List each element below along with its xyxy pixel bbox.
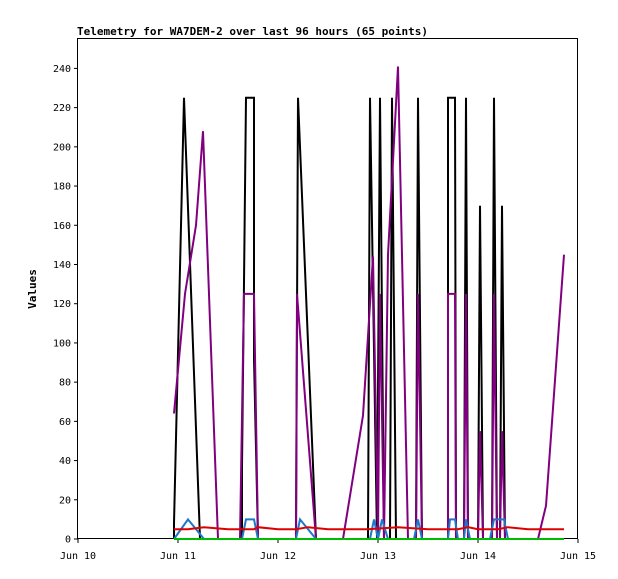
y-tick-label: 40 — [59, 456, 71, 467]
y-tick-label: 200 — [53, 142, 71, 153]
x-tick-label: Jun 12 — [260, 551, 296, 562]
x-tick-label: Jun 13 — [360, 551, 396, 562]
x-tick-label: Jun 15 — [560, 551, 596, 562]
y-tick-label: 180 — [53, 182, 71, 193]
series-line-4 — [174, 526, 564, 531]
y-tick-label: 100 — [53, 338, 71, 349]
series-layer — [173, 66, 565, 540]
x-axis-ticks: Jun 10 Jun 11 Jun 12 Jun 13 Jun 14 Jun 15 — [60, 539, 596, 562]
y-tick-label: 0 — [65, 535, 71, 546]
y-tick-label: 160 — [53, 221, 71, 232]
x-tick-label: Jun 10 — [60, 551, 96, 562]
y-tick-label: 140 — [53, 260, 71, 271]
y-tick-label: 80 — [59, 378, 71, 389]
y-tick-label: 20 — [59, 495, 71, 506]
y-tick-label: 240 — [53, 64, 71, 75]
y-axis-label: Values — [26, 269, 39, 309]
x-tick-label: Jun 14 — [460, 551, 496, 562]
y-tick-label: 220 — [53, 103, 71, 114]
chart-title: Telemetry for WA7DEM-2 over last 96 hour… — [77, 25, 428, 38]
y-tick-label: 60 — [59, 417, 71, 428]
x-tick-label: Jun 11 — [160, 551, 196, 562]
y-axis-ticks: 0 20 40 60 80 100 120 140 160 180 200 220 240 — [53, 64, 78, 546]
y-tick-label: 120 — [53, 299, 71, 310]
